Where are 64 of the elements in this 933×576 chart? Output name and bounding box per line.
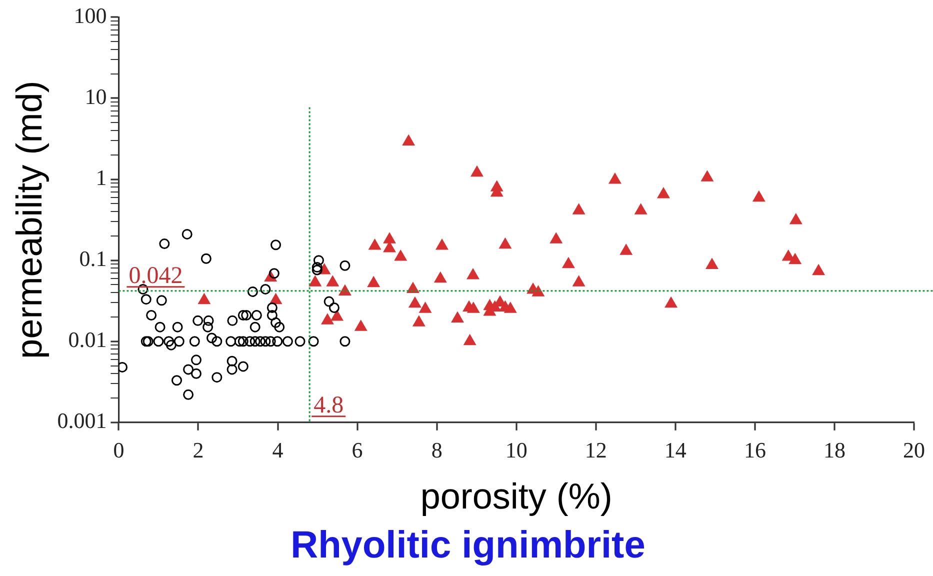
x-tick-label: 8 bbox=[431, 437, 442, 462]
point bbox=[436, 239, 448, 250]
point bbox=[701, 170, 714, 182]
point bbox=[812, 264, 825, 276]
x-tick-label: 20 bbox=[903, 437, 925, 462]
point bbox=[467, 268, 479, 280]
point bbox=[322, 314, 334, 324]
point bbox=[752, 191, 765, 202]
point bbox=[270, 294, 282, 304]
x-tick-label: 10 bbox=[505, 437, 528, 462]
point bbox=[782, 250, 794, 261]
point bbox=[198, 294, 210, 304]
x-tick-label: 14 bbox=[664, 437, 686, 462]
y-tick-label: 10 bbox=[84, 84, 107, 110]
x-axis-title: porosity (%) bbox=[420, 475, 612, 516]
point bbox=[620, 244, 632, 255]
point bbox=[464, 334, 476, 346]
point bbox=[572, 276, 585, 286]
point bbox=[409, 297, 421, 308]
y-axis-title: permeability (md) bbox=[8, 80, 50, 359]
ref-line-label: 0.042 bbox=[128, 262, 183, 289]
point bbox=[384, 242, 396, 252]
point bbox=[634, 204, 647, 214]
x-tick-label: 18 bbox=[823, 437, 846, 462]
point bbox=[368, 239, 381, 250]
y-tick-label: 0.001 bbox=[57, 408, 107, 434]
y-tick-label: 1 bbox=[96, 165, 107, 190]
x-tick-label: 12 bbox=[584, 437, 607, 462]
point bbox=[550, 232, 562, 244]
x-tick-label: 0 bbox=[113, 437, 124, 462]
point bbox=[452, 312, 464, 323]
point bbox=[309, 276, 322, 286]
point bbox=[434, 272, 446, 283]
ref-line-label: 4.8 bbox=[314, 392, 344, 418]
point bbox=[499, 238, 512, 249]
y-tick-label: 0.01 bbox=[68, 327, 107, 352]
point bbox=[706, 258, 718, 269]
x-tick-label: 6 bbox=[352, 437, 363, 462]
point bbox=[467, 302, 480, 313]
point bbox=[384, 232, 396, 244]
x-tick-label: 2 bbox=[192, 437, 204, 462]
point bbox=[572, 204, 585, 214]
x-tick-label: 16 bbox=[744, 437, 766, 462]
point bbox=[789, 254, 802, 264]
y-tick-label: 0.1 bbox=[79, 246, 107, 272]
x-tick-label: 4 bbox=[272, 437, 284, 462]
point bbox=[326, 276, 339, 286]
point bbox=[354, 320, 367, 331]
point bbox=[658, 188, 670, 198]
point bbox=[412, 316, 425, 326]
point bbox=[419, 302, 432, 313]
point bbox=[471, 166, 483, 177]
y-tick-label: 100 bbox=[74, 2, 107, 28]
point bbox=[394, 250, 407, 261]
point bbox=[665, 297, 677, 308]
point bbox=[609, 173, 621, 184]
point bbox=[368, 276, 380, 288]
point bbox=[532, 286, 544, 296]
text: Rhyolitic ignimbrite bbox=[290, 524, 646, 566]
point bbox=[562, 258, 574, 268]
point bbox=[504, 302, 516, 313]
point bbox=[790, 214, 802, 224]
point bbox=[402, 135, 415, 146]
point bbox=[331, 310, 343, 321]
